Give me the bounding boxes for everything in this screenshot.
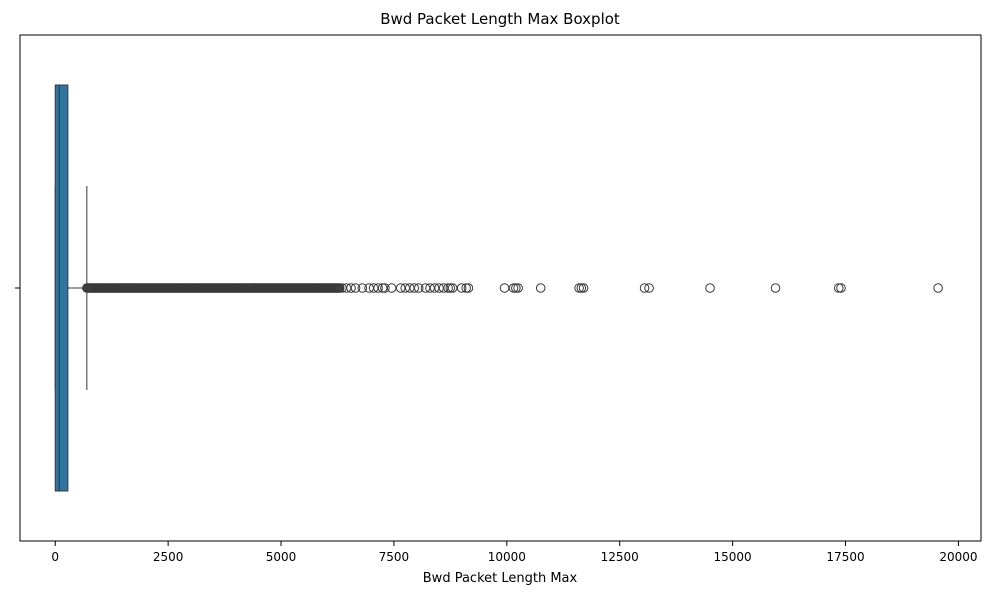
outlier-point <box>443 283 453 293</box>
outlier-point <box>386 283 397 293</box>
chart-title: Bwd Packet Length Max Boxplot <box>380 10 620 28</box>
outlier-point <box>836 283 846 293</box>
outlier-point <box>511 283 521 293</box>
x-axis-label: Bwd Packet Length Max <box>423 571 578 586</box>
box-group <box>54 84 88 492</box>
x-axis: 0 2500 5000 7500 10000 12500 15000 17500 20000 <box>51 541 978 564</box>
x-tick-label: 15000 <box>714 550 752 564</box>
x-tick-label: 20000 <box>939 550 977 564</box>
outlier-point <box>445 283 456 293</box>
outlier-point <box>461 283 471 293</box>
outlier-point <box>508 283 519 293</box>
outlier-point <box>409 283 420 293</box>
outlier-point <box>413 283 424 293</box>
outlier-point <box>933 283 943 293</box>
x-tick-label: 12500 <box>601 550 639 564</box>
x-tick-label: 5000 <box>266 550 297 564</box>
outlier-point <box>574 283 584 293</box>
outlier-point <box>639 283 650 293</box>
outlier-point <box>833 283 844 293</box>
outlier-point <box>373 283 383 293</box>
outlier-point <box>346 283 356 293</box>
outlier-point <box>350 283 361 293</box>
outlier-point <box>499 283 510 293</box>
outlier-point <box>513 283 523 293</box>
outlier-point <box>644 283 654 293</box>
outlier-point <box>463 283 474 293</box>
outlier-point <box>456 283 467 293</box>
outlier-group <box>82 283 943 293</box>
outlier-point <box>576 283 587 293</box>
outlier-point <box>578 283 589 293</box>
outlier-point <box>705 283 715 293</box>
outlier-point <box>380 283 390 293</box>
x-tick-label: 10000 <box>488 550 526 564</box>
x-tick-label: 0 <box>51 550 59 564</box>
x-tick-label: 2500 <box>153 550 184 564</box>
iqr-box <box>54 84 69 492</box>
outlier-point <box>770 283 781 293</box>
outlier-point <box>535 283 546 293</box>
x-tick-label: 7500 <box>379 550 410 564</box>
x-tick-label: 17500 <box>826 550 864 564</box>
outlier-point <box>357 283 368 293</box>
outlier-point <box>334 283 345 293</box>
